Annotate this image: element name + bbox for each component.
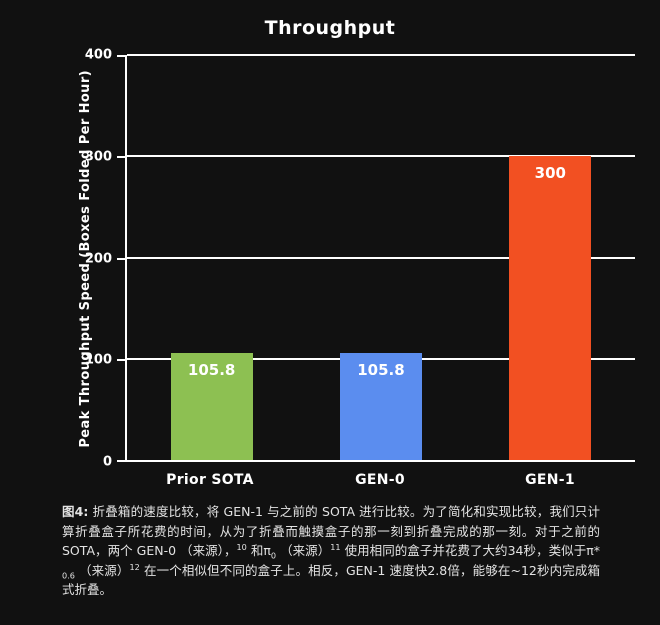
caption-text-run: （来源）: [74, 562, 130, 578]
y-tick-mark: [117, 55, 125, 57]
y-tick-mark: [117, 460, 125, 462]
caption-reference-mark: 12: [129, 561, 140, 572]
y-axis-ticks: 0 100 200 300 400: [0, 48, 112, 470]
bar-value-label: 105.8: [187, 360, 236, 379]
caption-text-run: 和π: [246, 543, 271, 558]
x-tick-label: GEN-1: [525, 472, 575, 488]
caption-text-run: 使用相同的盒子并花费了大约34秒，类似于π*: [340, 543, 601, 558]
bars-layer: 105.8 105.8 300: [127, 55, 635, 460]
bar-value-label: 300: [534, 164, 566, 183]
gridline: [127, 155, 635, 158]
x-axis-labels: Prior SOTA GEN-0 GEN-1: [125, 472, 635, 488]
y-tick-mark: [117, 156, 125, 159]
x-tick-label: GEN-0: [355, 472, 405, 488]
y-tick-label: 300: [84, 149, 112, 165]
caption-reference-mark: 10: [236, 541, 247, 552]
caption-reference-mark: 11: [330, 541, 341, 552]
caption-text-run: 折叠箱的速度比较，将 GEN-1 与之前的 SOTA 进行比较。为了简化和实现比…: [62, 504, 600, 558]
figure-caption: 图4: 折叠箱的速度比较，将 GEN-1 与之前的 SOTA 进行比较。为了简化…: [62, 502, 600, 600]
bar-value-label: 105.8: [357, 360, 405, 379]
plot-area: 105.8 105.8 300: [117, 54, 635, 462]
bar-slot: 105.8: [127, 55, 296, 460]
x-tick-label: Prior SOTA: [166, 472, 254, 488]
bar-slot: 300: [466, 55, 635, 460]
y-tick-label: 0: [102, 454, 112, 470]
y-tick-label: 400: [84, 47, 112, 63]
gridline: [127, 256, 635, 259]
chart-title: Throughput: [264, 17, 396, 39]
y-tick-mark: [117, 358, 125, 361]
caption-text-run: 在一个相似但不同的盒子上。相反，GEN-1 速度快2.8倍，能够在~12秒内完成…: [62, 562, 600, 598]
caption-text-run: 图4:: [62, 504, 89, 519]
bar-gen-0: 105.8: [339, 352, 422, 460]
bar-slot: 105.8: [296, 55, 465, 460]
caption-text-run: （来源）: [276, 543, 331, 558]
bar-prior-sota: 105.8: [170, 352, 253, 460]
caption-reference-mark: 0: [270, 550, 277, 561]
y-tick-label: 100: [84, 352, 112, 368]
gridline: [127, 54, 635, 56]
bar-gen-1: 300: [509, 156, 592, 460]
y-tick-label: 200: [84, 251, 112, 266]
caption-reference-mark: 0.6: [62, 570, 75, 580]
y-tick-mark: [117, 257, 125, 260]
